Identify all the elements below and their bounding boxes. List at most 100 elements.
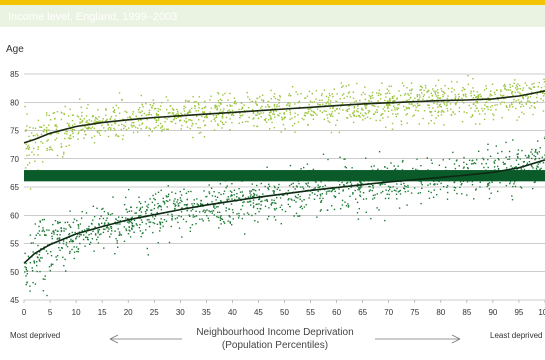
scatter-point [107, 213, 110, 215]
scatter-point [109, 226, 112, 228]
scatter-point [392, 113, 394, 115]
scatter-point [364, 117, 366, 120]
scatter-point [208, 191, 210, 193]
scatter-point [221, 127, 223, 129]
scatter-point [152, 221, 154, 224]
scatter-point [78, 131, 80, 133]
scatter-point [166, 206, 168, 208]
scatter-point [46, 147, 48, 150]
scatter-point [279, 96, 281, 98]
scatter-point [446, 107, 448, 110]
scatter-point [273, 113, 275, 115]
scatter-point [313, 111, 315, 114]
scatter-point [341, 102, 344, 104]
scatter-point [180, 128, 182, 130]
scatter-point [69, 134, 72, 136]
scatter-point [368, 185, 370, 188]
scatter-point [183, 188, 185, 190]
scatter-point [186, 203, 189, 206]
scatter-point [403, 105, 405, 108]
scatter-point [228, 198, 230, 200]
scatter-point [157, 205, 160, 208]
scatter-point [404, 93, 407, 95]
scatter-point [454, 113, 456, 115]
scatter-point [519, 186, 522, 188]
scatter-point [349, 195, 351, 197]
scatter-point [334, 196, 337, 198]
scatter-point [470, 90, 472, 92]
scatter-point [377, 168, 379, 170]
scatter-point [239, 117, 241, 119]
scatter-point [146, 126, 148, 128]
scatter-point [93, 121, 95, 124]
scatter-point [184, 113, 186, 115]
scatter-point [122, 134, 124, 137]
scatter-point [39, 260, 41, 262]
scatter-point [395, 113, 397, 115]
scatter-point [437, 79, 440, 81]
scatter-point [393, 189, 396, 191]
scatter-point [523, 161, 525, 163]
scatter-point [387, 185, 390, 188]
scatter-point [90, 233, 92, 235]
scatter-point [418, 104, 420, 106]
scatter-point [509, 86, 511, 88]
scatter-point [325, 95, 328, 98]
scatter-point [202, 203, 204, 206]
scatter-point [152, 231, 154, 234]
scatter-point [279, 95, 281, 97]
scatter-point [489, 99, 491, 101]
scatter-point [174, 114, 177, 116]
scatter-point [519, 158, 521, 160]
scatter-point [481, 107, 483, 110]
scatter-point [133, 231, 135, 233]
scatter-point [330, 131, 333, 134]
scatter-point [62, 242, 65, 245]
scatter-point [533, 86, 536, 88]
scatter-point [314, 193, 316, 195]
scatter-point [140, 94, 142, 97]
scatter-point [36, 270, 38, 273]
scatter-point [370, 165, 373, 168]
scatter-point [336, 93, 338, 95]
scatter-point [269, 106, 271, 108]
scatter-point [167, 185, 169, 187]
scatter-point [416, 103, 419, 105]
scatter-point [302, 186, 304, 188]
scatter-point [205, 105, 207, 108]
scatter-point [336, 119, 338, 121]
scatter-point [71, 248, 73, 251]
scatter-point [464, 93, 467, 95]
scatter-point [185, 121, 187, 124]
scatter-point [276, 196, 278, 199]
scatter-point [471, 180, 473, 183]
scatter-point [139, 208, 142, 210]
scatter-point [396, 97, 398, 99]
scatter-point [63, 230, 65, 232]
top-accent-bar [0, 0, 545, 5]
scatter-point [491, 83, 494, 85]
scatter-point [304, 114, 306, 117]
scatter-point [421, 86, 424, 89]
scatter-point [408, 103, 410, 105]
scatter-point [405, 100, 407, 102]
scatter-point [107, 135, 110, 138]
scatter-point [148, 109, 151, 112]
x-tick-label-80: 80 [436, 308, 445, 317]
scatter-point [382, 183, 384, 185]
scatter-point [342, 85, 344, 87]
scatter-point [148, 225, 151, 228]
scatter-point [389, 188, 391, 190]
scatter-point [245, 120, 247, 123]
scatter-point [279, 112, 281, 115]
scatter-point [118, 92, 121, 94]
scatter-point [167, 99, 169, 102]
scatter-point [69, 225, 71, 228]
scatter-point [166, 128, 168, 130]
scatter-point [339, 184, 341, 186]
scatter-point [261, 105, 263, 108]
scatter-point [396, 108, 398, 111]
scatter-point [316, 216, 318, 218]
scatter-point [346, 182, 348, 185]
scatter-point [33, 262, 36, 264]
